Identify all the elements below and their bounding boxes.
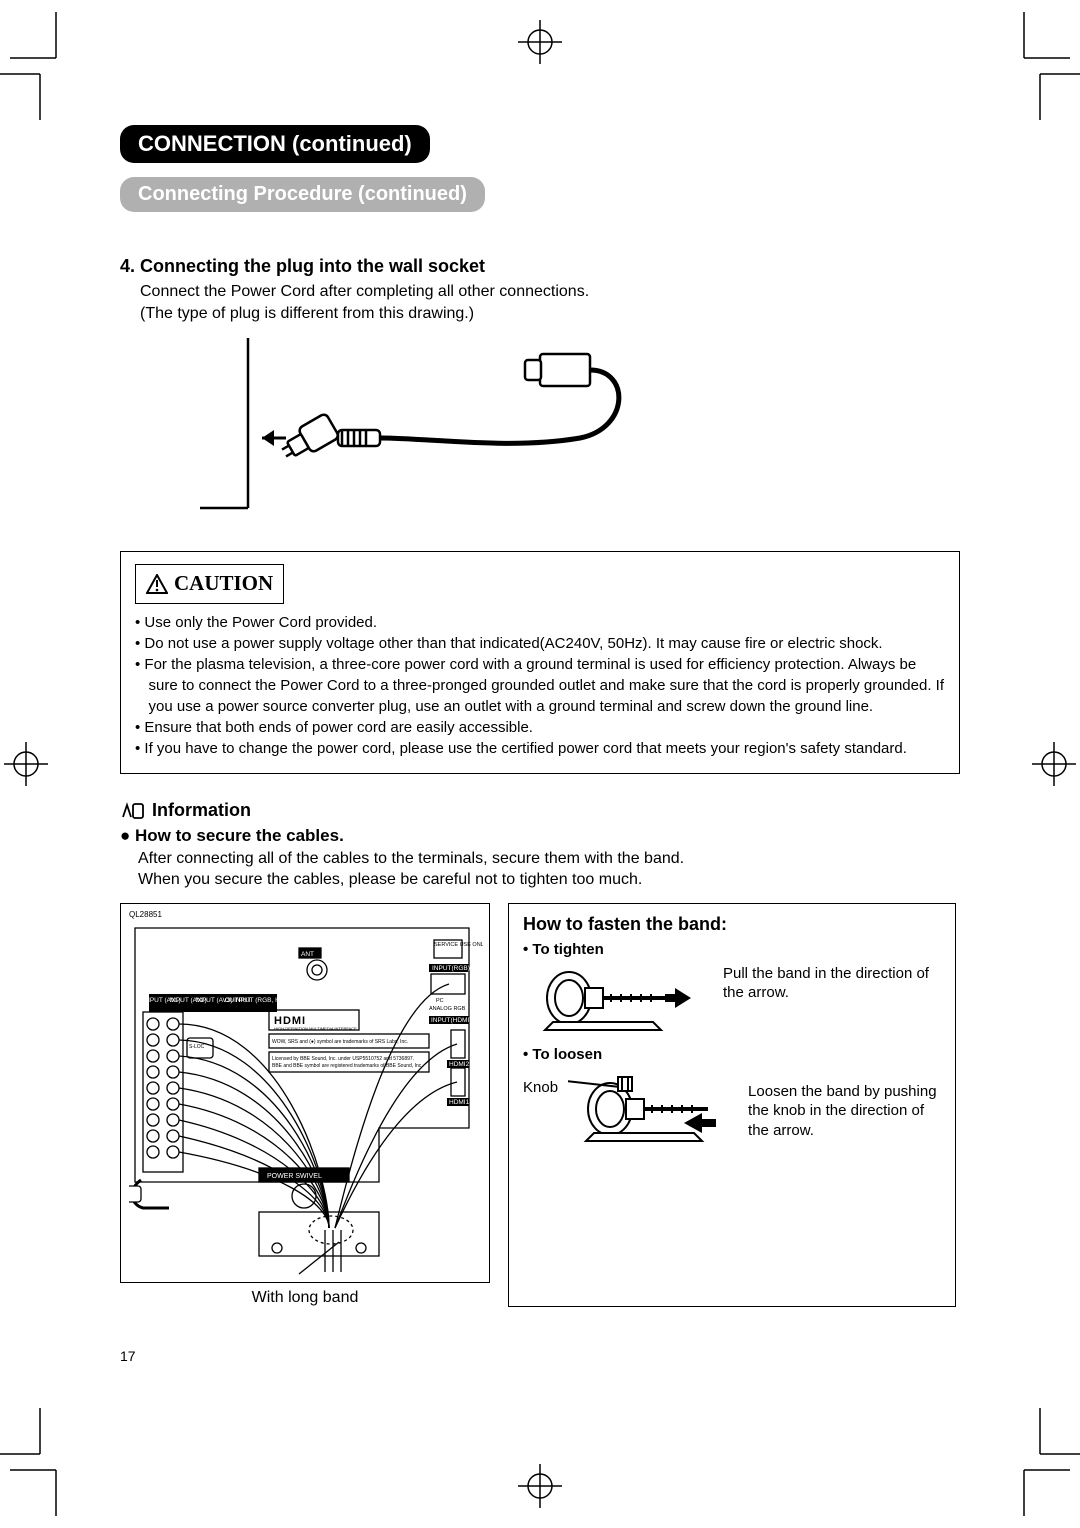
page-number: 17: [120, 1348, 136, 1364]
svg-text:INPUT(HDMI): INPUT(HDMI): [431, 1017, 471, 1024]
pencil-icon: [120, 800, 146, 822]
step-body: Connect the Power Cord after completing …: [140, 281, 960, 324]
fasten-band-title: How to fasten the band:: [523, 914, 941, 935]
svg-text:PC: PC: [436, 998, 444, 1004]
to-loosen-label: • To loosen: [523, 1046, 941, 1063]
caution-item: If you have to change the power cord, pl…: [135, 738, 945, 759]
information-body: After connecting all of the cables to th…: [138, 848, 960, 891]
svg-text:INPUT (RGB, HDMI): INPUT (RGB, HDMI): [234, 997, 294, 1004]
tighten-illustration: [523, 958, 713, 1038]
warning-icon: [146, 574, 168, 594]
fasten-band-box: How to fasten the band: • To tighten: [508, 903, 956, 1307]
knob-label: Knob: [523, 1079, 558, 1096]
svg-text:BBE and BBE symbol are registe: BBE and BBE symbol are registered tradem…: [272, 1063, 423, 1069]
svg-text:Licensed by BBE Sound, Inc. un: Licensed by BBE Sound, Inc. under USP551…: [272, 1056, 414, 1062]
loosen-text: Loosen the band by pushing the knob in t…: [748, 1082, 941, 1141]
information-subheading: How to secure the cables.: [120, 826, 960, 846]
svg-text:HDMI1: HDMI1: [449, 1099, 470, 1106]
information-heading: Information: [120, 800, 960, 822]
caution-label: CAUTION: [135, 564, 284, 603]
rear-panel-diagram: QL28851: [120, 903, 490, 1283]
rear-panel-svg: INPUT (AV1) INPUT (AV2) INPUT (AV3) OUTP…: [129, 912, 483, 1276]
svg-text:SERVICE USE ONLY: SERVICE USE ONLY: [434, 942, 483, 948]
svg-text:S-LOC: S-LOC: [189, 1044, 205, 1050]
svg-text:WOW, SRS and (●) symbol are tr: WOW, SRS and (●) symbol are trademarks o…: [272, 1039, 408, 1045]
step-heading: 4. Connecting the plug into the wall soc…: [120, 256, 960, 277]
step-line-1: Connect the Power Cord after completing …: [140, 283, 589, 300]
svg-text:POWER SWIVEL: POWER SWIVEL: [267, 1173, 322, 1180]
info-body-1: After connecting all of the cables to th…: [138, 850, 684, 867]
caution-item: Ensure that both ends of power cord are …: [135, 717, 945, 738]
power-cord-illustration: [170, 338, 640, 518]
to-tighten-label: • To tighten: [523, 941, 941, 958]
loosen-illustration: [568, 1063, 738, 1153]
section-title: CONNECTION (continued): [120, 125, 430, 163]
caution-list: Use only the Power Cord provided. Do not…: [135, 612, 945, 759]
caution-label-text: CAUTION: [174, 569, 273, 598]
svg-text:ANT: ANT: [301, 951, 314, 958]
svg-text:HDMI2: HDMI2: [449, 1061, 470, 1068]
step-number: 4.: [120, 256, 135, 276]
caution-item: Use only the Power Cord provided.: [135, 612, 945, 633]
caution-box: CAUTION Use only the Power Cord provided…: [120, 551, 960, 773]
svg-text:HIGH-DEFINITION MULTIMEDIA INT: HIGH-DEFINITION MULTIMEDIA INTERFACE: [274, 1026, 357, 1031]
svg-text:ANALOG RGB: ANALOG RGB: [429, 1006, 466, 1012]
svg-text:INPUT(RGB): INPUT(RGB): [432, 965, 470, 972]
caution-item: Do not use a power supply voltage other …: [135, 633, 945, 654]
tighten-text: Pull the band in the direction of the ar…: [723, 964, 941, 1003]
page-content: CONNECTION (continued) Connecting Proced…: [120, 125, 960, 1307]
info-body-2: When you secure the cables, please be ca…: [138, 871, 642, 888]
with-long-band-label: With long band: [120, 1289, 490, 1307]
step-title: Connecting the plug into the wall socket: [140, 256, 485, 276]
step-line-2: (The type of plug is different from this…: [140, 305, 474, 322]
caution-item: For the plasma television, a three-core …: [135, 654, 945, 717]
information-heading-text: Information: [152, 800, 251, 821]
subsection-title: Connecting Procedure (continued): [120, 177, 485, 212]
